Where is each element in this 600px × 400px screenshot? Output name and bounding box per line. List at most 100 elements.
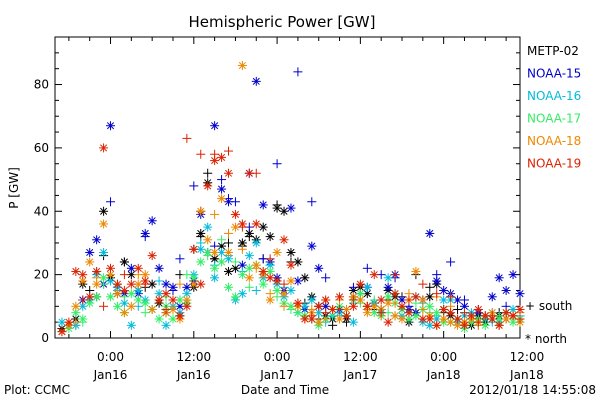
north-point xyxy=(196,206,206,216)
north-point xyxy=(480,311,490,321)
north-point xyxy=(230,209,240,219)
north-point xyxy=(210,247,220,257)
south-point xyxy=(279,279,289,289)
north-point xyxy=(335,292,345,302)
north-point xyxy=(411,292,421,302)
south-point xyxy=(182,133,192,143)
north-point xyxy=(425,301,435,311)
north-point xyxy=(126,301,136,311)
north-point xyxy=(154,263,164,273)
north-point xyxy=(85,292,95,302)
south-point xyxy=(307,197,317,207)
north-point xyxy=(224,168,234,178)
north-point xyxy=(203,235,213,245)
north-point xyxy=(515,289,525,299)
plot-frame xyxy=(54,36,521,339)
north-point xyxy=(244,251,254,261)
north-point xyxy=(314,263,324,273)
north-point xyxy=(71,266,81,276)
north-point xyxy=(279,235,289,245)
south-point xyxy=(106,197,116,207)
north-point xyxy=(355,295,365,305)
north-point xyxy=(459,301,469,311)
north-point xyxy=(175,311,185,321)
north-point xyxy=(203,181,213,191)
legend-entry: METP-02 xyxy=(527,44,579,58)
north-point xyxy=(355,289,365,299)
south-point xyxy=(224,228,234,238)
north-point xyxy=(147,216,157,226)
y-tick-label: 20 xyxy=(34,268,49,282)
x-tick-label: 0:00 xyxy=(97,350,124,364)
north-point xyxy=(411,266,421,276)
north-point xyxy=(230,263,240,273)
south-point xyxy=(321,308,331,318)
north-point xyxy=(279,206,289,216)
north-point xyxy=(203,222,213,232)
north-point xyxy=(133,263,143,273)
north-point xyxy=(147,304,157,314)
north-point xyxy=(217,257,227,267)
legend-entry: NOAA-18 xyxy=(527,134,581,148)
north-point xyxy=(272,285,282,295)
north-point xyxy=(189,244,199,254)
north-point xyxy=(224,247,234,257)
north-point xyxy=(251,76,261,86)
north-point xyxy=(112,279,122,289)
north-point xyxy=(99,206,109,216)
north-point xyxy=(446,308,456,318)
north-point xyxy=(196,257,206,267)
north-point xyxy=(515,304,525,314)
north-point xyxy=(286,276,296,286)
plot-timestamp: 2012/01/18 14:55:08 xyxy=(469,383,596,397)
north-point xyxy=(99,247,109,257)
north-point xyxy=(224,197,234,207)
north-point xyxy=(244,263,254,273)
north-point xyxy=(168,295,178,305)
north-point xyxy=(106,121,116,131)
x-tick-label: 0:00 xyxy=(430,350,457,364)
north-point xyxy=(140,298,150,308)
north-point xyxy=(321,295,331,305)
x-tick-date-label: Jan17 xyxy=(259,368,294,382)
y-tick-label: 80 xyxy=(34,78,49,92)
north-point xyxy=(161,279,171,289)
north-point xyxy=(161,289,171,299)
north-point xyxy=(425,314,435,324)
north-point xyxy=(265,273,275,283)
north-point xyxy=(362,282,372,292)
plot-axes: 0 20 40 60 80 0:00 Jan16 12:00 Jan16 0:00 Jan17 12:… xyxy=(34,36,545,382)
south-point xyxy=(140,308,150,318)
south-point xyxy=(224,238,234,248)
south-point xyxy=(446,257,456,267)
north-point xyxy=(196,228,206,238)
south-point xyxy=(210,209,220,219)
north-point xyxy=(126,279,136,289)
y-tick-label: 0 xyxy=(41,331,49,345)
north-point xyxy=(92,235,102,245)
north-point xyxy=(71,301,81,311)
south-point xyxy=(251,285,261,295)
south-point xyxy=(161,304,171,314)
north-point xyxy=(258,222,268,232)
south-point xyxy=(376,308,386,318)
north-point xyxy=(99,143,109,153)
south-point xyxy=(453,304,463,314)
x-tick-label: 12:00 xyxy=(510,350,545,364)
x-tick-date-label: Jan18 xyxy=(426,368,461,382)
north-point xyxy=(272,203,282,213)
north-point xyxy=(224,266,234,276)
north-point xyxy=(397,301,407,311)
south-point xyxy=(217,235,227,245)
south-point xyxy=(78,295,88,305)
north-point xyxy=(133,295,143,305)
south-point xyxy=(425,282,435,292)
data-points xyxy=(57,61,525,337)
north-point xyxy=(397,314,407,324)
north-point xyxy=(369,270,379,280)
north-point xyxy=(112,301,122,311)
x-tick-date-label: Jan17 xyxy=(342,368,377,382)
north-point xyxy=(85,257,95,267)
north-point xyxy=(168,282,178,292)
north-point xyxy=(106,263,116,273)
